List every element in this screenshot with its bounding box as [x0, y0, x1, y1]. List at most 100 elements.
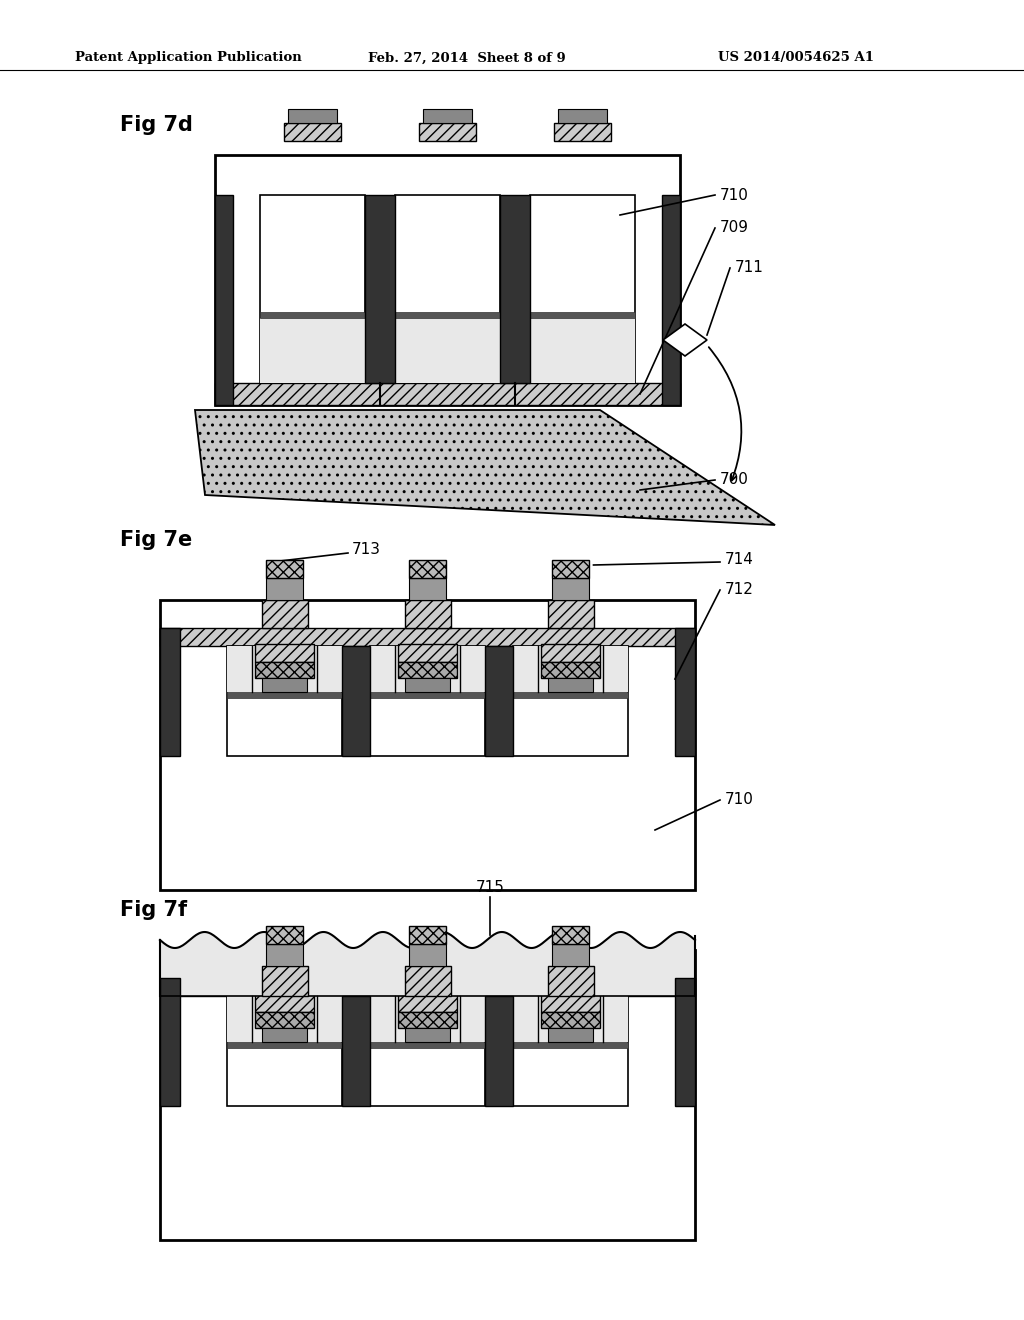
Bar [530, 318, 635, 383]
Bar [160, 628, 695, 645]
Bar [548, 1028, 593, 1041]
Bar [397, 663, 458, 678]
Polygon shape [195, 411, 775, 525]
Bar [370, 1043, 485, 1048]
Bar [160, 601, 695, 890]
Bar [675, 978, 695, 1106]
Bar [260, 312, 365, 318]
Bar [541, 644, 600, 663]
Bar [370, 997, 485, 1106]
Bar [255, 994, 314, 1012]
Bar [410, 927, 445, 944]
Bar [215, 195, 233, 405]
Bar [215, 154, 680, 405]
Bar [548, 678, 593, 692]
Bar [260, 318, 365, 383]
Bar [255, 663, 314, 678]
Bar [410, 578, 445, 601]
Bar [255, 1012, 314, 1028]
Bar [552, 560, 589, 578]
Bar [160, 978, 695, 997]
Bar [541, 1012, 600, 1028]
Text: 711: 711 [735, 260, 764, 276]
Bar [215, 383, 680, 405]
Bar [404, 601, 451, 628]
Bar [410, 560, 445, 578]
Text: 709: 709 [720, 220, 749, 235]
Bar [227, 1043, 342, 1048]
Bar [513, 1043, 628, 1048]
Text: 712: 712 [725, 582, 754, 598]
Bar [485, 645, 513, 756]
Polygon shape [160, 932, 695, 997]
Text: Fig 7f: Fig 7f [120, 900, 187, 920]
Bar [261, 601, 307, 628]
Bar [160, 978, 180, 1106]
Bar [262, 1028, 307, 1041]
Bar [406, 1028, 450, 1041]
Bar [395, 312, 500, 318]
Bar [284, 123, 341, 141]
Bar [552, 927, 589, 944]
Bar [227, 645, 342, 756]
Text: US 2014/0054625 A1: US 2014/0054625 A1 [718, 51, 874, 65]
Bar [558, 110, 607, 123]
Bar [288, 110, 337, 123]
Text: 700: 700 [720, 473, 749, 487]
Text: Feb. 27, 2014  Sheet 8 of 9: Feb. 27, 2014 Sheet 8 of 9 [368, 51, 565, 65]
Bar [342, 997, 370, 1106]
Bar [370, 645, 485, 692]
Bar [395, 195, 500, 383]
Bar [266, 927, 303, 944]
Bar [260, 195, 365, 383]
Bar [370, 645, 485, 756]
Bar [227, 645, 342, 692]
Bar [485, 997, 513, 1106]
Bar [541, 663, 600, 678]
Bar [395, 318, 500, 383]
Bar [397, 994, 458, 1012]
Bar [342, 645, 370, 756]
Bar [530, 195, 635, 383]
Bar [541, 994, 600, 1012]
Bar [397, 1012, 458, 1028]
Bar [397, 644, 458, 663]
Bar [365, 195, 395, 383]
Bar [266, 944, 303, 966]
Text: Fig 7e: Fig 7e [120, 531, 193, 550]
Bar [370, 997, 485, 1043]
Text: 714: 714 [725, 553, 754, 568]
Bar [227, 997, 342, 1106]
Bar [513, 645, 628, 692]
Text: Patent Application Publication: Patent Application Publication [75, 51, 302, 65]
Bar [227, 692, 342, 698]
Text: 710: 710 [725, 792, 754, 808]
Bar [404, 966, 451, 997]
Bar [261, 966, 307, 997]
Polygon shape [663, 323, 707, 356]
Bar [513, 997, 628, 1106]
Bar [262, 678, 307, 692]
Bar [227, 997, 342, 1043]
Bar [266, 578, 303, 601]
Bar [500, 195, 530, 383]
Bar [370, 692, 485, 698]
Bar [406, 678, 450, 692]
Bar [675, 628, 695, 756]
Bar [419, 123, 476, 141]
Bar [513, 645, 628, 756]
Bar [554, 123, 611, 141]
Text: 713: 713 [352, 543, 381, 557]
Bar [160, 950, 695, 1239]
Text: Fig 7d: Fig 7d [120, 115, 193, 135]
Bar [255, 644, 314, 663]
Bar [410, 944, 445, 966]
Bar [513, 692, 628, 698]
Bar [513, 997, 628, 1043]
Bar [423, 110, 472, 123]
Bar [266, 560, 303, 578]
Bar [548, 601, 594, 628]
Bar [552, 944, 589, 966]
Bar [552, 578, 589, 601]
Bar [530, 312, 635, 318]
